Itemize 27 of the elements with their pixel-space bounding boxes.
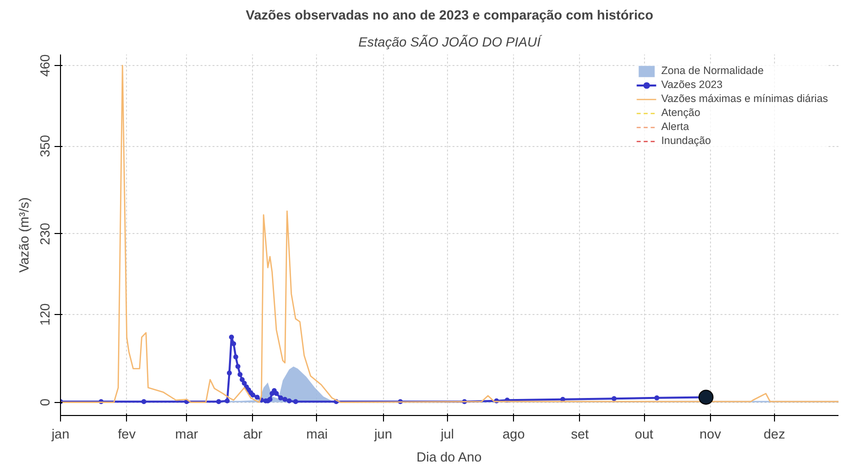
x-tick-label: abr [243, 426, 264, 442]
y-tick-label: 350 [38, 134, 52, 158]
chart-title: Vazões observadas no ano de 2023 e comparação com histórico [246, 8, 654, 22]
chart-subtitle: Estação SÃO JOÃO DO PIAUÍ [358, 34, 543, 50]
y-tick-label: 460 [38, 54, 52, 77]
legend-label: Atenção [661, 107, 700, 119]
legend-label: Zona de Normalidade [661, 65, 764, 77]
legend-label: Vazões 2023 [661, 79, 723, 91]
y-tick-label: 120 [38, 303, 52, 326]
y-tick-label: 0 [38, 398, 52, 406]
legend-label: Inundação [661, 135, 711, 147]
x-tick-label: mai [306, 426, 328, 442]
x-tick-label: mar [175, 426, 199, 442]
y-axis-title: Vazão (m³/s) [16, 197, 32, 273]
x-tick-label: jul [440, 426, 454, 442]
x-tick-label: out [634, 426, 654, 442]
x-tick-label: ago [502, 426, 525, 442]
y-tick-label: 230 [38, 222, 52, 246]
x-axis-title: Dia do Ano [416, 450, 482, 464]
x-tick-label: set [570, 426, 590, 442]
x-tick-label: nov [700, 426, 722, 442]
x-tick-label: jan [50, 426, 70, 442]
x-tick-label: dez [764, 426, 786, 442]
x-tick-label: fev [118, 426, 136, 442]
legend-label: Alerta [661, 121, 690, 133]
legend-label: Vazões máximas e mínimas diárias [661, 93, 828, 105]
x-tick-label: jun [373, 426, 392, 442]
